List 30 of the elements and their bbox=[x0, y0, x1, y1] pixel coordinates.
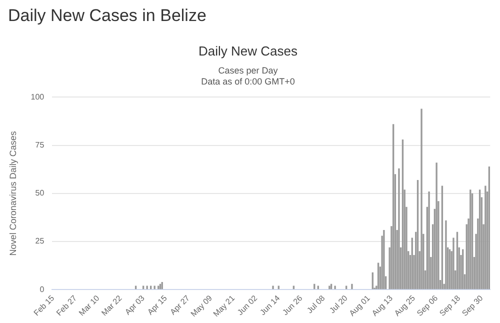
x-tick-label: Sep 30 bbox=[460, 293, 486, 318]
x-tick-label: Sep 06 bbox=[415, 293, 440, 318]
x-tick-label: Apr 03 bbox=[123, 293, 147, 317]
y-tick-label: 75 bbox=[35, 140, 45, 150]
x-tick-label: May 09 bbox=[189, 293, 214, 319]
chart-subtitle: Daily New Cases bbox=[198, 43, 298, 58]
x-tick-label: Feb 27 bbox=[54, 293, 80, 318]
x-tick-label: Mar 10 bbox=[77, 293, 102, 318]
x-tick-label: Aug 13 bbox=[370, 293, 395, 318]
x-tick-label: Feb 15 bbox=[32, 293, 56, 318]
y-tick-label: 100 bbox=[30, 92, 45, 102]
y-tick-label: 0 bbox=[40, 284, 45, 294]
x-tick-label: May 21 bbox=[212, 293, 237, 319]
y-tick-label: 25 bbox=[35, 236, 45, 246]
x-tick-label: Jul 20 bbox=[328, 293, 350, 316]
text: Cases per Day bbox=[218, 65, 278, 76]
y-axis-title: Novel Coronavirus Daily Cases bbox=[8, 130, 18, 256]
x-tick-label: Jun 02 bbox=[236, 293, 260, 318]
chart-title: Daily New Cases in Belize bbox=[8, 6, 206, 26]
x-tick-label: Sep 18 bbox=[438, 293, 462, 318]
x-tick-label: Jun 26 bbox=[280, 293, 305, 318]
y-tick-label: 50 bbox=[35, 188, 45, 198]
x-tick-label: Jun 14 bbox=[258, 293, 282, 318]
x-tick-label: Apr 27 bbox=[168, 293, 192, 317]
x-tick-label: Apr 15 bbox=[146, 293, 170, 317]
text: Data as of 0:00 GMT+0 bbox=[201, 76, 295, 86]
x-tick-label: Aug 25 bbox=[392, 293, 418, 318]
x-tick-label: Jul 08 bbox=[305, 293, 328, 316]
x-tick-label: Aug 01 bbox=[348, 293, 372, 318]
x-tick-label: Mar 22 bbox=[100, 293, 124, 318]
